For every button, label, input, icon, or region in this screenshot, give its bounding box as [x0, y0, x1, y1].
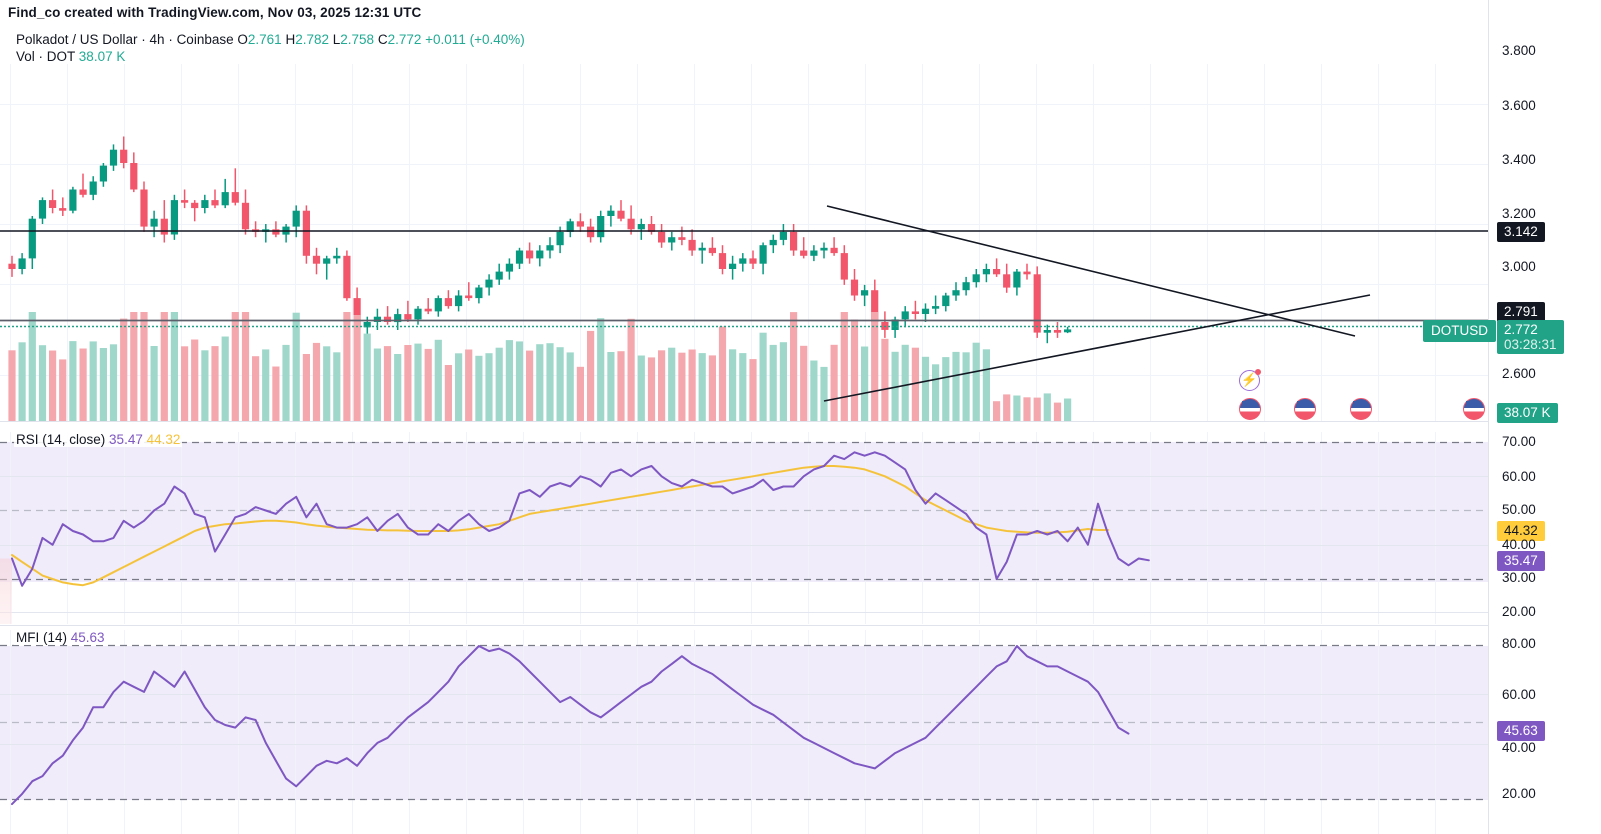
- axis-tick-mfi-80: 80.00: [1502, 636, 1536, 651]
- chart-legend-volume[interactable]: Vol · DOT 38.07 K: [16, 48, 125, 65]
- last-price-value: 2.772: [1504, 322, 1538, 337]
- us-flag-icon-1[interactable]: [1239, 398, 1261, 420]
- symbol-tag[interactable]: DOTUSD: [1423, 320, 1496, 342]
- axis-tick-3600: 3.600: [1502, 98, 1536, 113]
- axis-tick-rsi-50: 50.00: [1502, 502, 1536, 517]
- pane-divider-price-rsi: [0, 421, 1488, 422]
- axis-badge-3142[interactable]: 3.142: [1497, 222, 1545, 242]
- high-value: 2.782: [295, 32, 329, 47]
- bolt-badge-dot: [1255, 369, 1261, 375]
- volume-value: 38.07 K: [78, 49, 126, 64]
- axis-badge-volume[interactable]: 38.07 K: [1497, 403, 1558, 423]
- mfi-value: 45.63: [70, 630, 105, 645]
- us-flag-icon-2[interactable]: [1294, 398, 1316, 420]
- axis-tick-mfi-60: 60.00: [1502, 687, 1536, 702]
- axis-tick-3400: 3.400: [1502, 152, 1536, 167]
- rsi-ma-value: 44.32: [146, 432, 181, 447]
- bar-countdown: 03:28:31: [1504, 337, 1557, 352]
- chart-legend-symbol[interactable]: Polkadot / US Dollar · 4h · Coinbase O2.…: [16, 31, 525, 48]
- mfi-line: [11, 645, 1130, 806]
- volume-label: Vol · DOT: [16, 49, 76, 64]
- axis-tick-rsi-40: 40.00: [1502, 537, 1536, 552]
- price-axis[interactable]: 3.800 3.600 3.400 3.200 3.142 3.000 2.79…: [1423, 0, 1601, 834]
- axis-badge-2791[interactable]: 2.791: [1497, 302, 1545, 322]
- axis-tick-3800: 3.800: [1502, 43, 1536, 58]
- axis-badge-rsi[interactable]: 35.47: [1497, 551, 1545, 571]
- low-label: L: [332, 32, 341, 47]
- axis-badge-rsi-ma[interactable]: 44.32: [1497, 521, 1545, 541]
- axis-tick-rsi-30: 30.00: [1502, 570, 1536, 585]
- rsi-line: [11, 451, 1150, 587]
- attribution-text: Find_co created with TradingView.com, No…: [8, 5, 422, 20]
- axis-tick-rsi-60: 60.00: [1502, 469, 1536, 484]
- mfi-plot: [0, 630, 1488, 834]
- axis-tick-3200: 3.200: [1502, 206, 1536, 221]
- rsi-pane[interactable]: [0, 432, 1488, 624]
- rsi-plot: [0, 432, 1488, 624]
- axis-tick-3000: 3.000: [1502, 259, 1536, 274]
- rsi-title: RSI (14, close): [16, 432, 106, 447]
- rsi-value: 35.47: [109, 432, 143, 447]
- axis-badge-mfi[interactable]: 45.63: [1497, 721, 1545, 741]
- high-label: H: [285, 32, 296, 47]
- axis-badge-last-price[interactable]: 2.772 03:28:31: [1497, 320, 1564, 354]
- low-value: 2.758: [340, 32, 375, 47]
- axis-tick-rsi-20: 20.00: [1502, 604, 1536, 619]
- mfi-legend[interactable]: MFI (14) 45.63: [14, 630, 107, 645]
- pane-divider-rsi-mfi: [0, 625, 1488, 626]
- rsi-legend[interactable]: RSI (14, close) 35.47 44.32: [14, 432, 183, 447]
- price-pane[interactable]: [0, 64, 1488, 422]
- us-flag-icon-3[interactable]: [1350, 398, 1372, 420]
- axis-tick-mfi-20: 20.00: [1502, 786, 1536, 801]
- candlestick-series: [8, 136, 1072, 375]
- bolt-glyph: ⚡: [1241, 372, 1258, 387]
- volume-series: [8, 312, 1072, 422]
- axis-tick-mfi-40: 40.00: [1502, 740, 1536, 755]
- change-value: +0.011 (+0.40%): [425, 32, 525, 47]
- axis-tick-rsi-70: 70.00: [1502, 434, 1536, 449]
- symbol-title: Polkadot / US Dollar · 4h · Coinbase: [16, 32, 234, 47]
- axis-tick-2600: 2.600: [1502, 366, 1536, 381]
- us-flag-icon-4[interactable]: [1463, 398, 1485, 420]
- open-value: 2.761: [247, 32, 282, 47]
- close-label: C: [377, 32, 388, 47]
- open-label: O: [237, 32, 248, 47]
- rsi-ma-line: [11, 465, 1110, 587]
- mfi-title: MFI (14): [16, 630, 68, 645]
- price-plot: [0, 64, 1488, 422]
- close-value: 2.772: [387, 32, 422, 47]
- trendline-ascending[interactable]: [823, 294, 1371, 402]
- lightning-alert-icon[interactable]: ⚡: [1239, 369, 1261, 391]
- mfi-pane[interactable]: [0, 630, 1488, 834]
